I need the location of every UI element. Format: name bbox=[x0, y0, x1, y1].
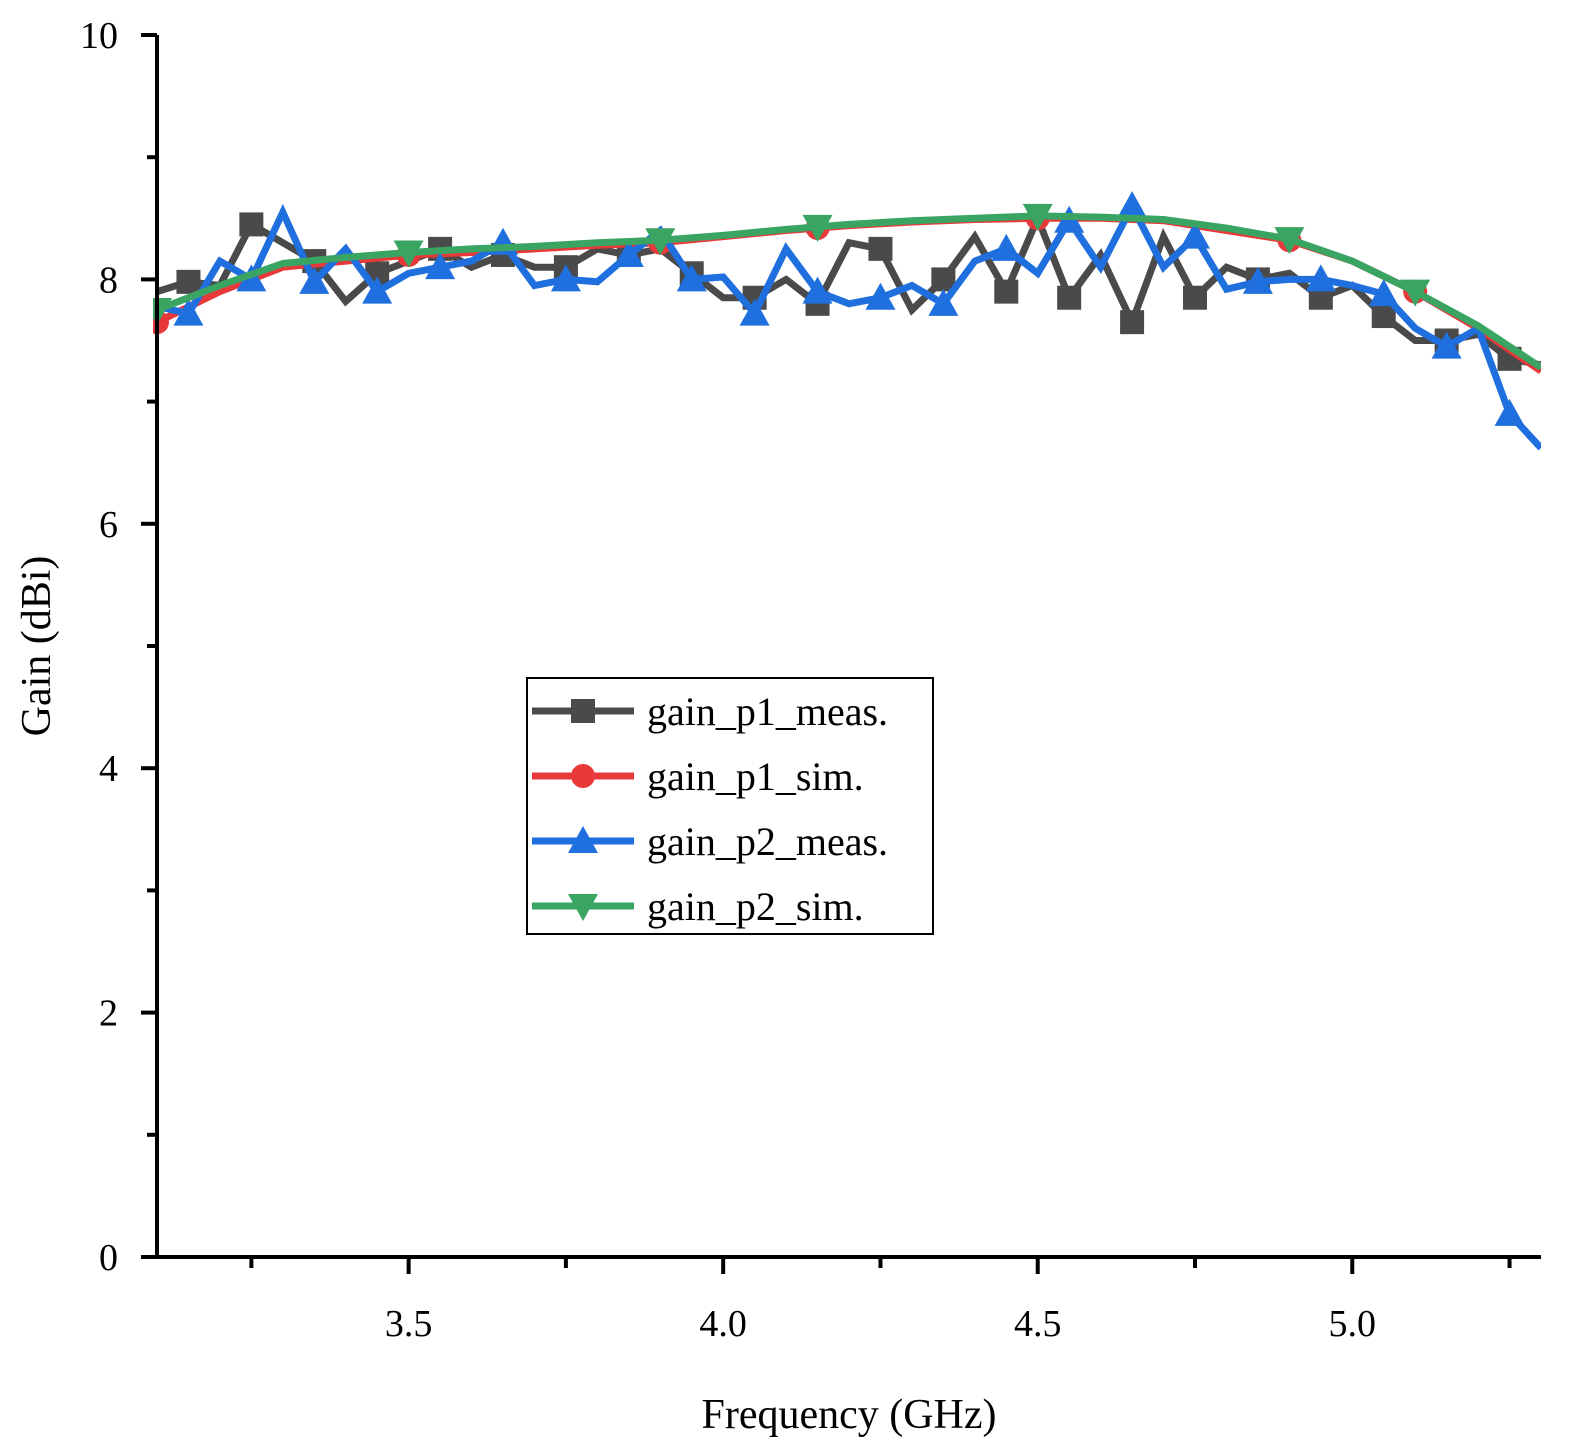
y-axis-title: Gain (dBi) bbox=[14, 556, 60, 737]
data-point bbox=[865, 282, 896, 310]
legend-item-gain-p1-sim: gain_p1_sim. bbox=[532, 754, 864, 799]
y-tick-label: 8 bbox=[99, 259, 118, 301]
legend-label: gain_p1_meas. bbox=[647, 689, 888, 734]
x-tick-label: 5.0 bbox=[1329, 1303, 1377, 1345]
series-line bbox=[155, 209, 1541, 369]
y-tick-label: 10 bbox=[80, 15, 118, 57]
legend-item-gain-p2-meas: gain_p2_meas. bbox=[532, 819, 888, 864]
data-point bbox=[802, 214, 833, 242]
data-point bbox=[299, 266, 330, 294]
data-point bbox=[393, 240, 424, 268]
data-point bbox=[176, 269, 201, 294]
series-gain-p2-meas bbox=[156, 191, 1541, 451]
ticks: 0 2 4 6 8 10 3.5 4.0 4.5 5.0 bbox=[80, 15, 1512, 1345]
data-point bbox=[173, 298, 204, 326]
data-point bbox=[1057, 285, 1082, 310]
data-point bbox=[676, 264, 707, 292]
data-point bbox=[1494, 398, 1525, 426]
x-tick-label: 4.5 bbox=[1014, 1303, 1062, 1345]
data-point bbox=[739, 298, 770, 326]
legend-swatch-marker bbox=[568, 894, 598, 921]
data-point bbox=[1274, 227, 1305, 255]
x-tick-label: 3.5 bbox=[385, 1303, 433, 1345]
legend-item-gain-p2-sim: gain_p2_sim. bbox=[532, 884, 864, 929]
data-point bbox=[1120, 310, 1145, 335]
data-point bbox=[802, 276, 833, 304]
series-gain-p1-meas bbox=[155, 209, 1541, 371]
legend-swatch-marker bbox=[571, 699, 595, 723]
data-point bbox=[645, 228, 676, 256]
data-point bbox=[550, 264, 581, 292]
series-line bbox=[155, 212, 1541, 371]
data-point bbox=[425, 252, 456, 280]
legend-swatch-marker bbox=[568, 826, 598, 853]
data-point bbox=[239, 212, 264, 237]
data-point bbox=[362, 276, 393, 304]
legend: gain_p1_meas. gain_p1_sim. gain_p2_meas.ga… bbox=[526, 677, 934, 935]
series-layer bbox=[153, 191, 1541, 451]
legend-label: gain_p2_sim. bbox=[647, 884, 864, 929]
data-point bbox=[1371, 304, 1396, 329]
data-point bbox=[868, 236, 893, 261]
data-point bbox=[928, 288, 959, 316]
legend-label: gain_p1_sim. bbox=[647, 754, 864, 799]
data-point bbox=[613, 239, 644, 267]
legend-label: gain_p2_meas. bbox=[647, 819, 888, 864]
axes bbox=[155, 35, 1541, 1259]
series-gain-p2-sim bbox=[153, 203, 1541, 371]
data-point bbox=[1183, 285, 1207, 310]
y-tick-label: 2 bbox=[99, 993, 118, 1035]
data-point bbox=[1400, 279, 1431, 307]
data-point bbox=[1242, 266, 1273, 294]
x-axis-title: Frequency (GHz) bbox=[701, 1392, 996, 1438]
legend-swatch-marker bbox=[571, 764, 595, 788]
y-tick-label: 6 bbox=[99, 504, 118, 546]
y-tick-label: 4 bbox=[99, 748, 118, 790]
data-point bbox=[1180, 221, 1210, 249]
data-point bbox=[1022, 203, 1053, 231]
data-point bbox=[1368, 279, 1399, 307]
data-point bbox=[994, 279, 1019, 304]
x-tick-label: 4.0 bbox=[699, 1303, 747, 1345]
series-line bbox=[156, 198, 1541, 451]
y-tick-label: 0 bbox=[99, 1237, 118, 1279]
data-point bbox=[1117, 191, 1148, 219]
data-point bbox=[1431, 331, 1462, 359]
data-point bbox=[991, 233, 1022, 261]
data-point bbox=[1305, 264, 1336, 292]
legend-item-gain-p1-meas: gain_p1_meas. bbox=[532, 689, 888, 734]
